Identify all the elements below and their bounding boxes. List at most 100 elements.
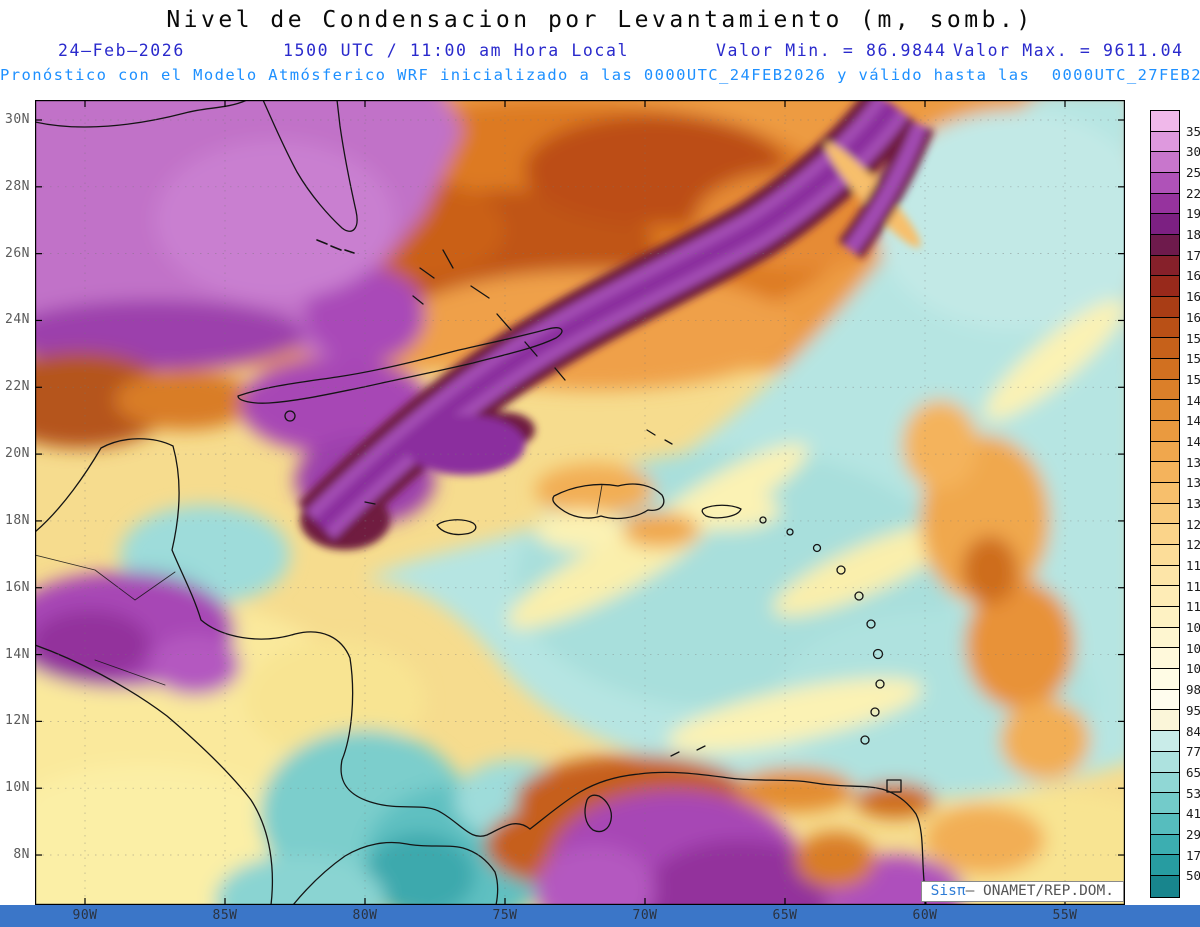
bottom-strip [0, 905, 1200, 927]
colorbar-segment [1151, 255, 1179, 277]
colorbar-tick-label: 530 [1186, 785, 1200, 801]
colorbar-tick-label: 1950 [1186, 206, 1200, 222]
colorbar-tick-label: 1370 [1186, 454, 1200, 470]
colorbar-tick-label: 1580 [1186, 330, 1200, 346]
lat-tick-label: 28N [5, 178, 30, 194]
colorbar-segment [1151, 173, 1179, 194]
lon-tick-label: 60W [912, 908, 938, 923]
colorbar-segment [1151, 813, 1179, 835]
colorbar-segment [1151, 545, 1179, 566]
lat-tick-label: 14N [5, 646, 30, 662]
colorbar-segment [1151, 276, 1179, 298]
map-canvas [35, 100, 1125, 905]
colorbar-tick-label: 290 [1186, 826, 1200, 842]
lat-tick-label: 10N [5, 780, 30, 796]
colorbar-segment [1151, 875, 1179, 897]
colorbar-segment [1151, 793, 1179, 814]
colorbar-tick-label: 1405 [1186, 433, 1200, 449]
lat-tick-label: 26N [5, 245, 30, 261]
colorbar-tick-label: 1475 [1186, 392, 1200, 408]
header-meta: 24–Feb–2026 1500 UTC / 11:00 am Hora Loc… [0, 41, 1200, 63]
model-info-line: Pronóstico con el Modelo Atmósferico WRF… [0, 66, 1200, 84]
latitude-axis: 30N 28N 26N 24N 22N 20N 18N 16N 14N 12N 10N 8N [0, 0, 33, 927]
colorbar-tick-label: 3000 [1186, 144, 1200, 160]
colorbar-tick-label: 170 [1186, 847, 1200, 863]
value-min-label: Valor Min. = 86.9844 [716, 41, 947, 60]
colorbar-segment [1151, 627, 1179, 649]
colorbar-segment [1151, 710, 1179, 732]
colorbar-tick-label: 1125 [1186, 599, 1200, 615]
colorbar-tick-label: 1160 [1186, 578, 1200, 594]
colorbar-segment [1151, 379, 1179, 401]
lat-tick-label: 16N [5, 579, 30, 595]
colorbar-segment [1151, 338, 1179, 360]
colorbar-tick-label: 1650 [1186, 289, 1200, 305]
colorbar-segment [1151, 855, 1179, 876]
page-title: Nivel de Condensacion por Levantamiento … [166, 7, 1034, 33]
colorbar-tick-label: 1090 [1186, 620, 1200, 636]
colorbar-tick-label: 1685 [1186, 268, 1200, 284]
colorbar-segment [1151, 565, 1179, 587]
colorbar-tick-label: 1020 [1186, 661, 1200, 677]
colorbar-segment [1151, 131, 1179, 153]
colorbar-tick-label: 1335 [1186, 475, 1200, 491]
colorbar-segment [1151, 214, 1179, 236]
colorbar-tick-label: 2500 [1186, 165, 1200, 181]
colorbar-tick-label: 2200 [1186, 185, 1200, 201]
colorbar-tick-label: 1300 [1186, 496, 1200, 511]
colorbar-segment [1151, 462, 1179, 484]
colorbar-tick-label: 1055 [1186, 640, 1200, 656]
colorbar-segment [1151, 297, 1179, 318]
colorbar-segment [1151, 648, 1179, 670]
colorbar-segment [1151, 111, 1179, 132]
valid-time: 1500 UTC / 11:00 am Hora Local [283, 41, 630, 60]
watermark-brand: Sisπ [930, 883, 966, 899]
watermark: Sisπ– ONAMET/REP.DOM. [920, 881, 1124, 902]
colorbar-segment [1151, 669, 1179, 690]
lon-tick-label: 80W [352, 908, 378, 923]
colorbar-segment [1151, 359, 1179, 380]
colorbar-segment [1151, 441, 1179, 463]
colorbar-tick-label: 1265 [1186, 516, 1200, 532]
colorbar-tick-label: 840 [1186, 723, 1200, 739]
colorbar-segment [1151, 772, 1179, 794]
lon-tick-label: 55W [1052, 908, 1078, 923]
colorbar-tick-label: 1440 [1186, 413, 1200, 429]
colorbar-segment [1151, 503, 1179, 525]
lon-tick-label: 85W [212, 908, 238, 923]
coastlines [35, 100, 927, 905]
colorbar-segment [1151, 834, 1179, 856]
colorbar-segment [1151, 607, 1179, 628]
colorbar-tick-label: 3500 [1186, 123, 1200, 139]
colorbar-segment [1151, 400, 1179, 422]
colorbar-segment [1151, 235, 1179, 256]
colorbar-tick-label: 650 [1186, 764, 1200, 780]
colorbar-segment [1151, 524, 1179, 546]
value-max-label: Valor Max. = 9611.04 [953, 41, 1184, 60]
lat-tick-label: 30N [5, 112, 30, 127]
lat-tick-label: 20N [5, 446, 30, 462]
lat-tick-label: 12N [5, 713, 30, 729]
lat-tick-label: 24N [5, 312, 30, 328]
lon-tick-label: 70W [632, 908, 658, 923]
watermark-text: – ONAMET/REP.DOM. [965, 883, 1114, 899]
colorbar [1150, 110, 1180, 898]
lon-tick-label: 65W [772, 908, 798, 923]
colorbar-tick-label: 1230 [1186, 537, 1200, 553]
colorbar-segment [1151, 317, 1179, 339]
colorbar-segment [1151, 152, 1179, 174]
colorbar-segment [1151, 731, 1179, 752]
lat-tick-label: 18N [5, 512, 30, 528]
lat-tick-label: 22N [5, 379, 30, 395]
colorbar-tick-label: 1195 [1186, 558, 1200, 574]
colorbar-tick-label: 770 [1186, 744, 1200, 760]
colorbar-segment [1151, 421, 1179, 442]
colorbar-tick-label: 985 [1186, 682, 1200, 698]
colorbar-segment [1151, 689, 1179, 711]
map-frame [35, 100, 1125, 905]
lat-tick-label: 8N [13, 847, 30, 863]
